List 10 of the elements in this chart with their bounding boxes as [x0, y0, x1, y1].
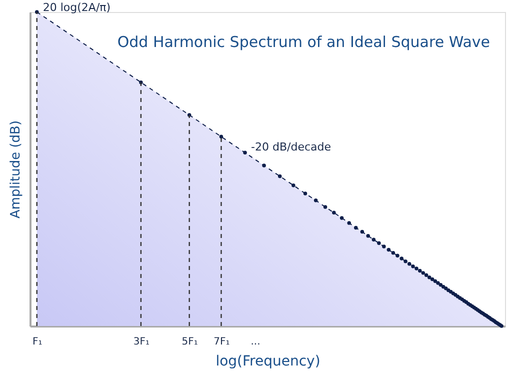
x-tick-label: ... [250, 336, 260, 348]
x-tick-label: 5F₁ [182, 336, 198, 348]
annotation: -20 dB/decade [251, 140, 332, 154]
annotation: 20 log(2A/π) [42, 1, 111, 14]
text: Odd Harmonic Spectrum of an Ideal Square Wave [117, 33, 490, 51]
x-tick-label: 3F₁ [133, 336, 150, 348]
x-tick-label: 7F₁ [214, 336, 230, 348]
x-tick-label: F₁ [32, 336, 42, 348]
y-axis-title: Amplitude (dB) [8, 120, 24, 219]
x-axis-title: log(Frequency) [216, 354, 320, 370]
